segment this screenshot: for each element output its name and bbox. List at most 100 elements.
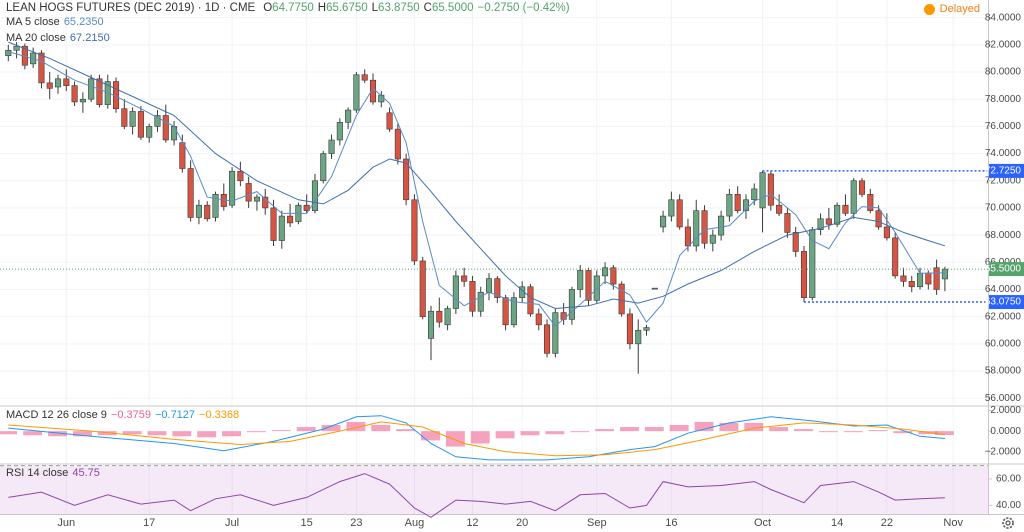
candle-body [444,308,451,326]
quote-key: C [423,2,432,14]
candle-body [403,158,410,201]
y-tick-label: 76.0000 [985,121,1022,132]
y-tick-label: 58.0000 [985,366,1022,377]
x-tick-label: Sep [587,517,607,529]
legend-name: MA 5 close [6,16,60,28]
candle-body [237,170,244,182]
candle-body [593,275,600,301]
candle-body [121,108,128,127]
histogram-bar [72,431,92,437]
quote-change: −0.2750 (−0.42%) [477,2,570,14]
candle-body [328,139,335,154]
candle-body [278,215,285,241]
candle-body [79,98,86,103]
histogram-bar [247,431,266,433]
candle-body [137,111,144,138]
candle-body [204,204,211,220]
candle-body [751,188,758,201]
y-tick-label: 74.0000 [985,148,1022,159]
candle-body [46,82,53,89]
histogram-bar [893,431,913,434]
candle-body [577,270,584,290]
candle-body [800,251,808,298]
candle-body [485,278,493,293]
x-tick-label: Aug [405,517,425,529]
price-label-bg [989,262,1024,277]
y-tick-label: 64.0000 [985,284,1022,295]
candle-body [535,313,542,326]
candle-body [345,109,352,123]
delayed-badge[interactable]: Delayed [923,3,980,15]
histogram-bar [147,431,167,436]
candle-body [394,128,401,160]
candle-body [38,52,45,84]
candle-body [104,81,111,105]
candle-body [270,207,277,241]
histogram-bar [595,429,615,432]
candle-body [834,204,841,225]
histogram-bar [197,431,217,438]
candle-body [411,199,418,262]
quote-key: O [263,2,273,14]
histogram-bar [669,424,689,432]
candle-body [311,180,319,211]
candle-body [5,49,12,57]
candle-body [88,78,95,100]
x-tick-label: 20 [516,517,528,529]
candle-body [684,226,691,247]
y-tick-label: 56.0000 [985,393,1022,404]
candle-body [386,112,393,130]
candle-body [544,324,551,354]
candles [5,42,948,374]
candle-body [651,287,658,290]
histogram-bar [172,431,192,437]
x-tick-label: Jun [57,517,75,529]
candle-body [154,115,161,127]
candle-body [925,272,932,285]
candle-body [883,226,890,239]
legend-name: RSI 14 close [6,467,69,479]
candle-body [229,170,236,206]
rsi-line [8,473,945,518]
histogram-bar [296,427,316,432]
candle-body [875,210,882,228]
candle-body [303,204,310,211]
candle-body [212,194,219,218]
price-label-bg [989,295,1024,310]
candle-body [726,194,733,217]
candle-body [13,45,20,51]
histogram-bar [570,431,590,433]
histogram-bar [346,421,366,432]
macd-line [8,421,945,457]
candle-body [660,215,667,228]
x-tick-label: Nov [943,517,963,529]
candle-body [162,115,169,141]
candle-body [320,153,327,182]
y-tick-label: 70.0000 [985,203,1022,214]
candle-body [146,126,153,138]
candle-body [245,183,252,202]
candle-body [96,78,103,105]
histogram-bar [719,422,739,432]
x-tick-label: 22 [881,517,893,529]
price-label: 65.5000 [985,264,1022,275]
price-label-bg [989,163,1024,178]
x-tick-label: 16 [665,517,677,529]
histogram-bar [271,430,291,432]
y-tick-label: 78.0000 [985,94,1022,105]
candle-body [701,210,708,244]
histogram-bar [694,421,714,432]
candle-body [195,204,202,218]
histogram-bar [48,431,67,437]
candle-body [825,218,832,225]
histogram-bar [619,427,639,432]
candle-body [900,275,907,282]
y-tick-label: 0.0000 [990,426,1021,437]
candle-body [676,199,683,228]
histogram-bar [371,424,391,432]
candle-body [502,297,509,326]
settings-button[interactable] [1002,517,1014,529]
histogram-bar [470,431,490,444]
